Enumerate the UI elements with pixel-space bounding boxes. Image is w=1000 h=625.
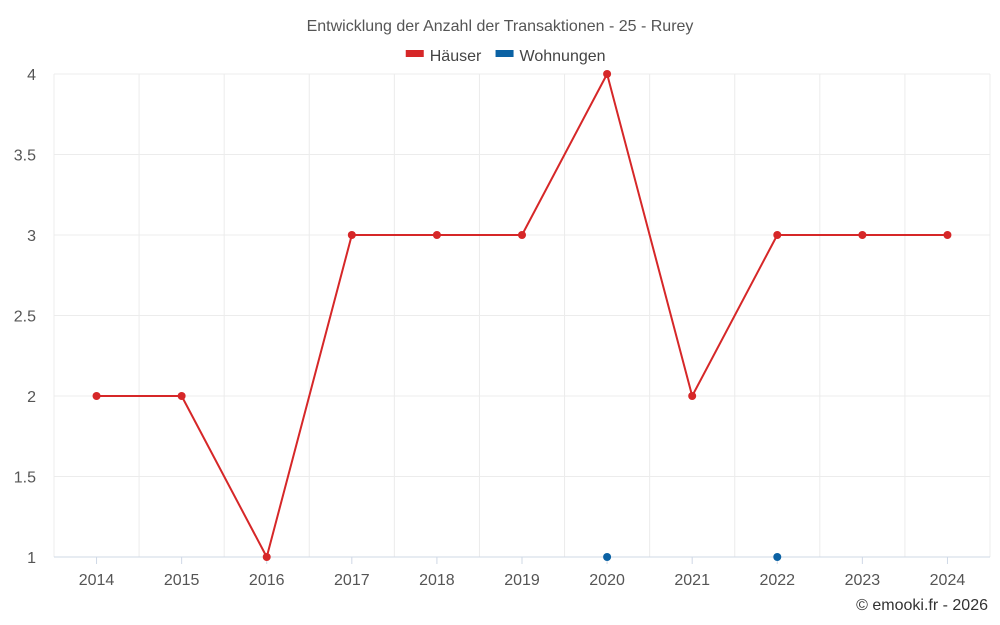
legend-item-wohnungen[interactable]: Wohnungen [495, 48, 606, 65]
legend: Häuser Wohnungen [405, 48, 606, 65]
y-tick-label: 3 [27, 228, 36, 245]
legend-item-haeuser[interactable]: Häuser [405, 48, 482, 65]
y-tick-label: 2 [27, 389, 36, 406]
data-point[interactable] [858, 231, 867, 239]
x-tick-label: 2014 [79, 572, 115, 589]
x-tick-label: 2022 [759, 572, 795, 589]
legend-label: Häuser [430, 48, 482, 65]
y-tick-label: 2.5 [14, 309, 36, 326]
x-tick-label: 2017 [334, 572, 370, 589]
data-point[interactable] [943, 231, 952, 239]
x-tick-label: 2016 [249, 572, 285, 589]
grid [53, 73, 991, 558]
data-point[interactable] [92, 392, 101, 400]
x-tick-label: 2020 [589, 572, 625, 589]
chart-title: Entwicklung der Anzahl der Transaktionen… [307, 18, 694, 35]
x-tick-label: 2019 [504, 572, 540, 589]
data-point[interactable] [688, 392, 697, 400]
data-point[interactable] [773, 553, 782, 561]
data-point[interactable] [603, 553, 612, 561]
data-point[interactable] [177, 392, 186, 400]
x-tick-label: 2015 [164, 572, 200, 589]
data-point[interactable] [347, 231, 356, 239]
data-point[interactable] [603, 70, 612, 78]
x-tick-label: 2018 [419, 572, 455, 589]
data-point[interactable] [773, 231, 782, 239]
x-tick-label: 2023 [845, 572, 881, 589]
x-tick-label: 2021 [674, 572, 710, 589]
y-tick-label: 3.5 [14, 148, 36, 165]
series-wohnungen [603, 553, 782, 561]
credit-text: © emooki.fr - 2026 [856, 597, 988, 614]
data-point[interactable] [262, 553, 271, 561]
data-point[interactable] [432, 231, 441, 239]
legend-label: Wohnungen [520, 48, 606, 65]
y-tick-label: 1 [27, 550, 36, 567]
series-haeuser [92, 70, 952, 561]
series-layer [92, 70, 952, 561]
legend-swatch [495, 50, 514, 57]
legend-swatch [405, 50, 424, 57]
y-tick-label: 1.5 [14, 470, 36, 487]
y-tick-label: 4 [27, 67, 36, 84]
x-tick-label: 2024 [930, 572, 966, 589]
axes: 1 1.5 2 2.5 3 3.5 4 2014 2015 2016 2017 2018 2019 202… [14, 67, 990, 589]
data-point[interactable] [518, 231, 526, 239]
